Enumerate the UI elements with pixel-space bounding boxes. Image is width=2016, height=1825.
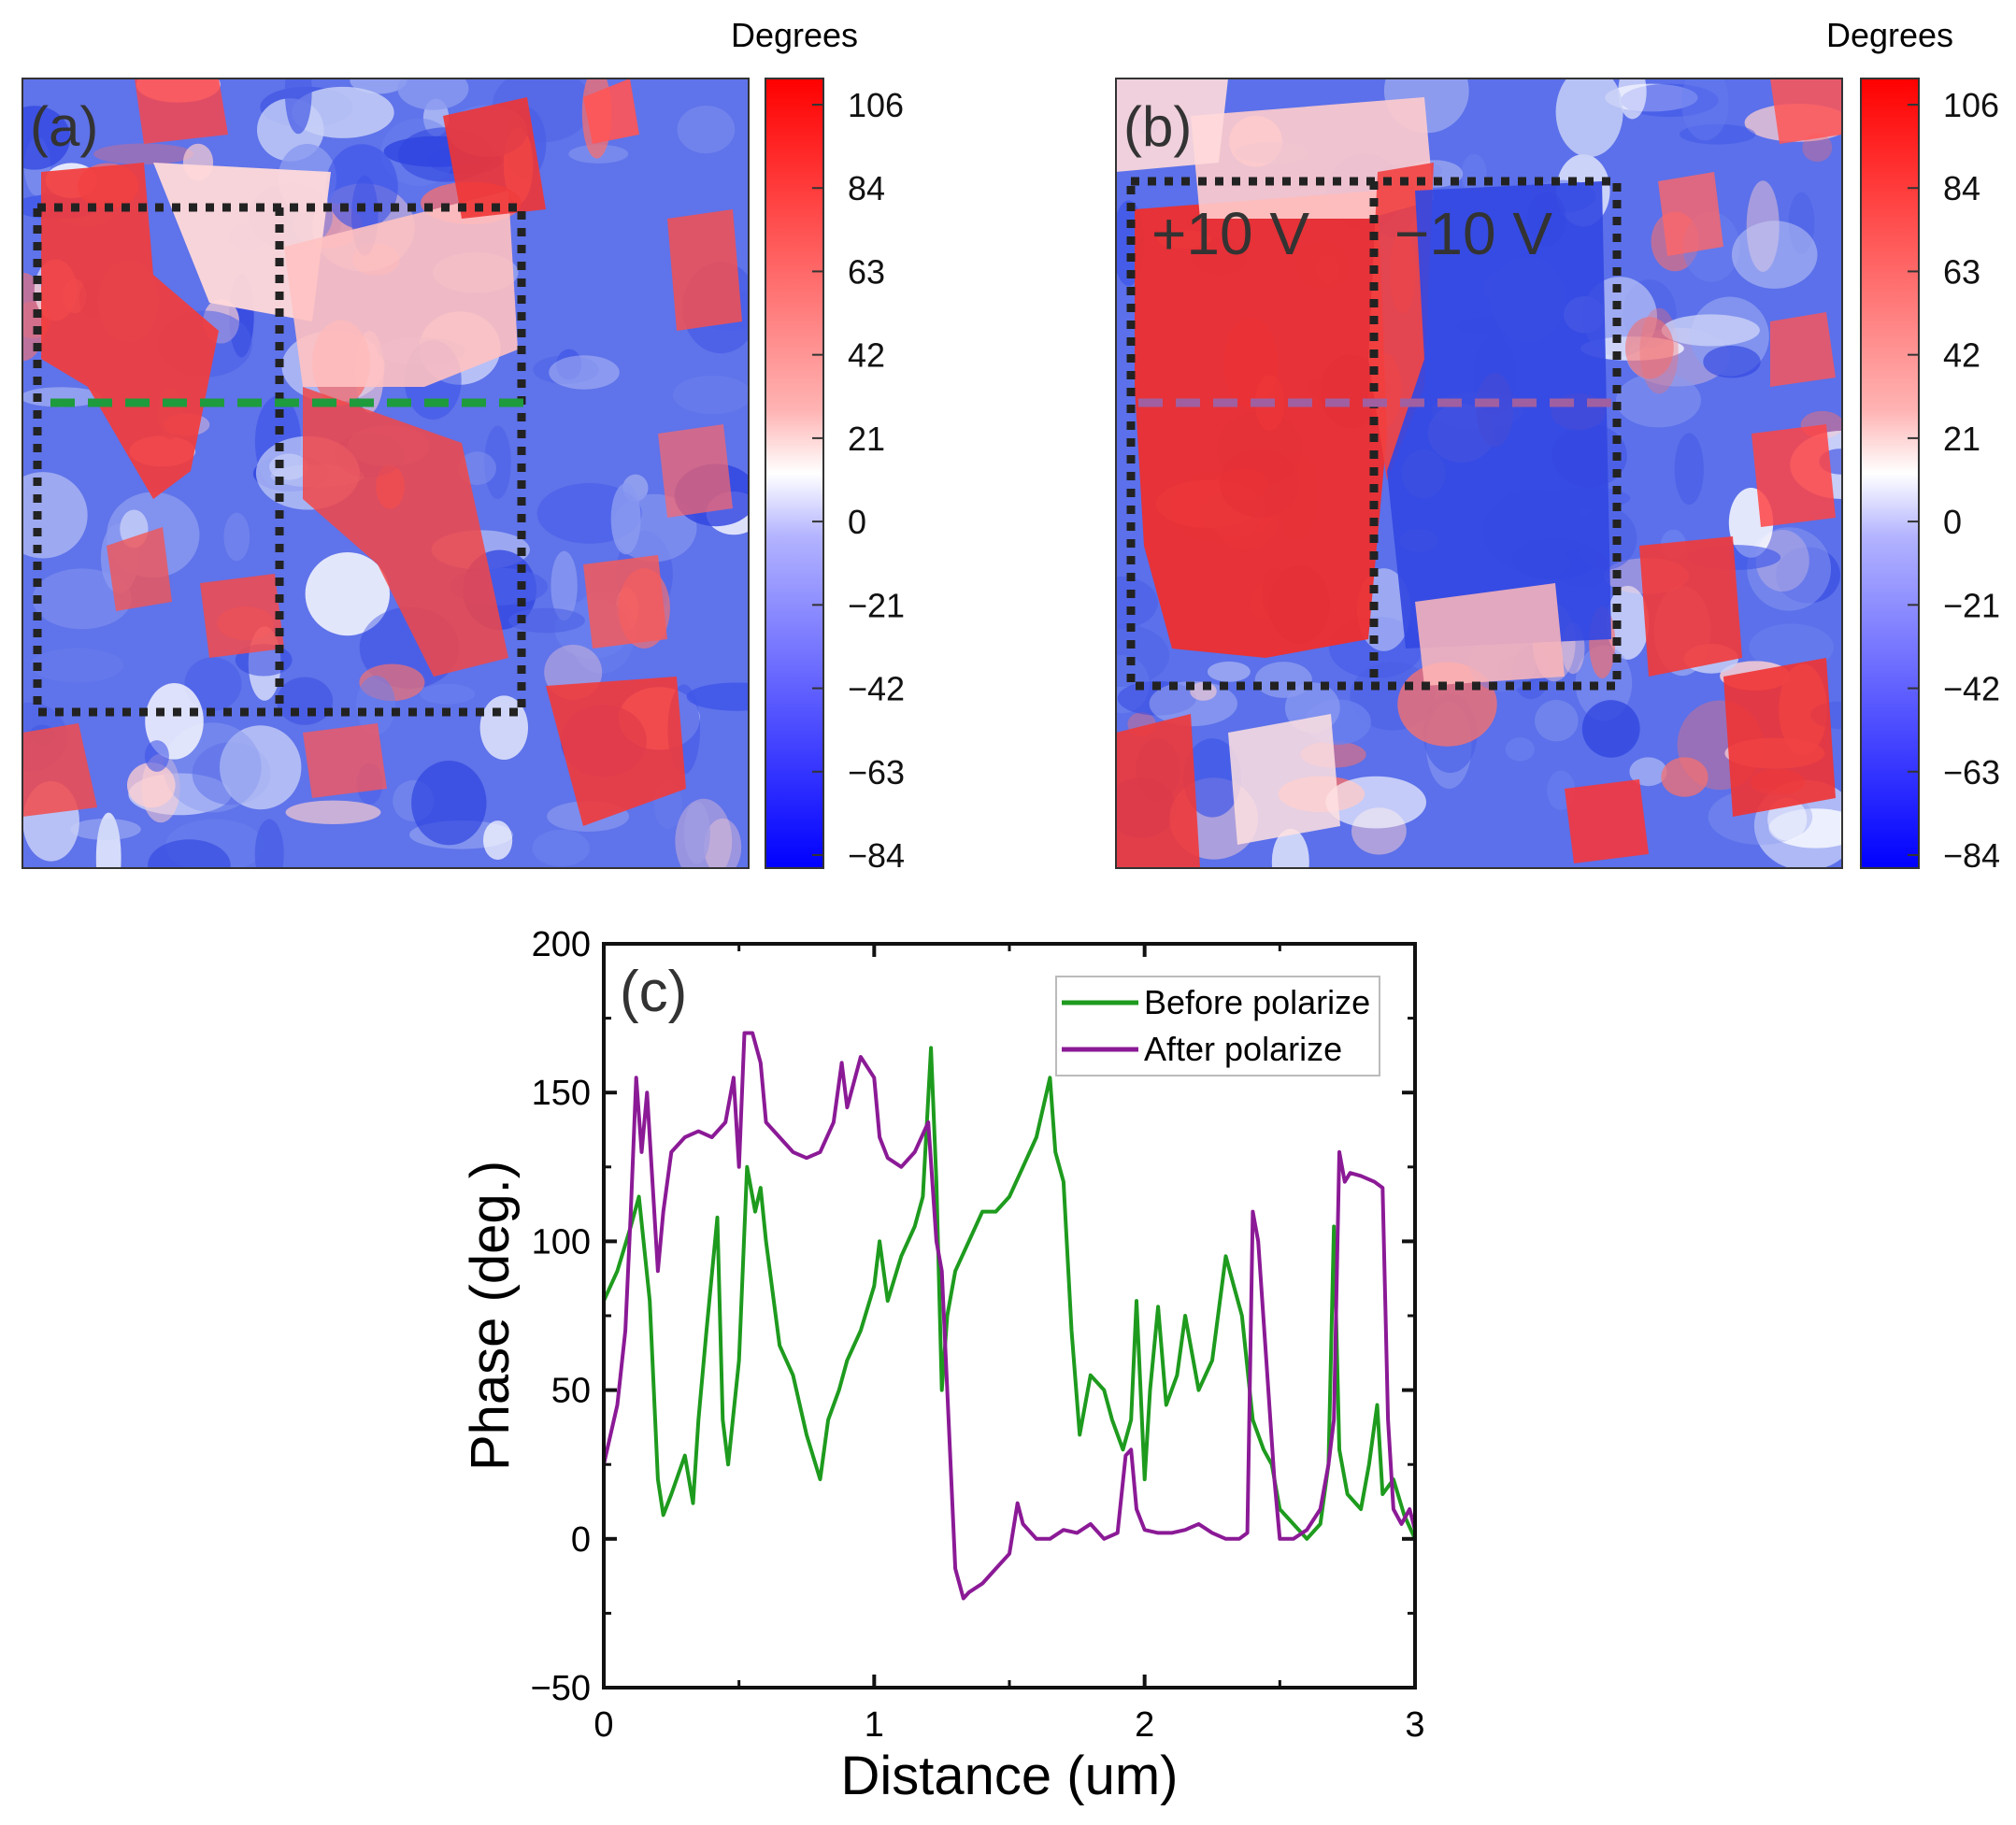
colorbar-tick-label: −42 (1943, 670, 2000, 708)
region-label-plus: +10 V (1151, 200, 1309, 267)
chart-panel-label: (c) (620, 960, 687, 1024)
y-tick-label: −50 (531, 1669, 591, 1708)
x-axis-label: Distance (um) (841, 1746, 1179, 1806)
colorbar-b: Degrees 106 84 63 42 21 0 −21 −42 −63 −84 (1826, 16, 2000, 875)
colorbar-tick-label: 21 (1943, 420, 1980, 458)
x-tick-label: 0 (593, 1705, 613, 1745)
colorbar-b-title: Degrees (1826, 16, 1953, 54)
colorbar-tick-label: −84 (848, 836, 905, 875)
x-tick-label: 3 (1405, 1705, 1424, 1745)
panel-b: (b) +10 V −10 V Degrees 106 84 63 42 21 0 −21 −… (1115, 16, 2000, 875)
phase-map-b (1116, 78, 1842, 868)
colorbar-tick-label: 0 (848, 503, 866, 541)
colorbar-tick-label: −63 (1943, 753, 2000, 791)
y-tick-label: 100 (532, 1222, 591, 1262)
legend: Before polarize After polarize (1055, 976, 1380, 1076)
y-tick-label: 200 (532, 925, 591, 964)
colorbar-tick-label: −42 (848, 670, 905, 708)
colorbar-tick-label: −63 (848, 753, 905, 791)
colorbar-tick-label: 42 (848, 336, 885, 375)
colorbar-tick-label: 84 (848, 169, 885, 207)
panel-b-label: (b) (1123, 95, 1192, 158)
phase-map-a (22, 78, 749, 868)
colorbar-tick-label: 106 (1943, 86, 1999, 124)
colorbar-tick-label: 21 (848, 420, 885, 458)
colorbar-tick-label: −21 (1943, 586, 2000, 624)
series-line-before (602, 1046, 1417, 1541)
colorbar-tick-label: 0 (1943, 503, 1962, 541)
legend-label-after: After polarize (1144, 1030, 1342, 1068)
x-tick-label: 1 (865, 1705, 884, 1745)
region-label-minus: −10 V (1394, 200, 1552, 267)
colorbar-tick-label: 106 (848, 86, 904, 124)
series-line-after (602, 1031, 1417, 1601)
panel-a-label: (a) (30, 95, 98, 158)
panel-a: (a) Degrees 106 84 63 42 21 0 −21 −42 −63 −84 (21, 16, 905, 875)
y-tick-label: 150 (532, 1074, 591, 1113)
x-tick-label: 2 (1135, 1705, 1154, 1745)
colorbar-tick-label: −21 (848, 586, 905, 624)
colorbar-a-title: Degrees (731, 16, 858, 54)
colorbar-tick-label: 84 (1943, 169, 1980, 207)
colorbar-a: Degrees 106 84 63 42 21 0 −21 −42 −63 −84 (731, 16, 905, 875)
y-tick-label: 50 (551, 1372, 591, 1411)
colorbar-tick-label: 42 (1943, 336, 1980, 375)
colorbar-tick-label: 63 (848, 252, 885, 291)
legend-label-before: Before polarize (1144, 983, 1370, 1021)
colorbar-tick-label: −84 (1943, 836, 2000, 875)
colorbar-tick-label: 63 (1943, 252, 1980, 291)
y-tick-label: 0 (571, 1520, 591, 1560)
y-axis-label: Phase (deg.) (460, 1161, 521, 1471)
